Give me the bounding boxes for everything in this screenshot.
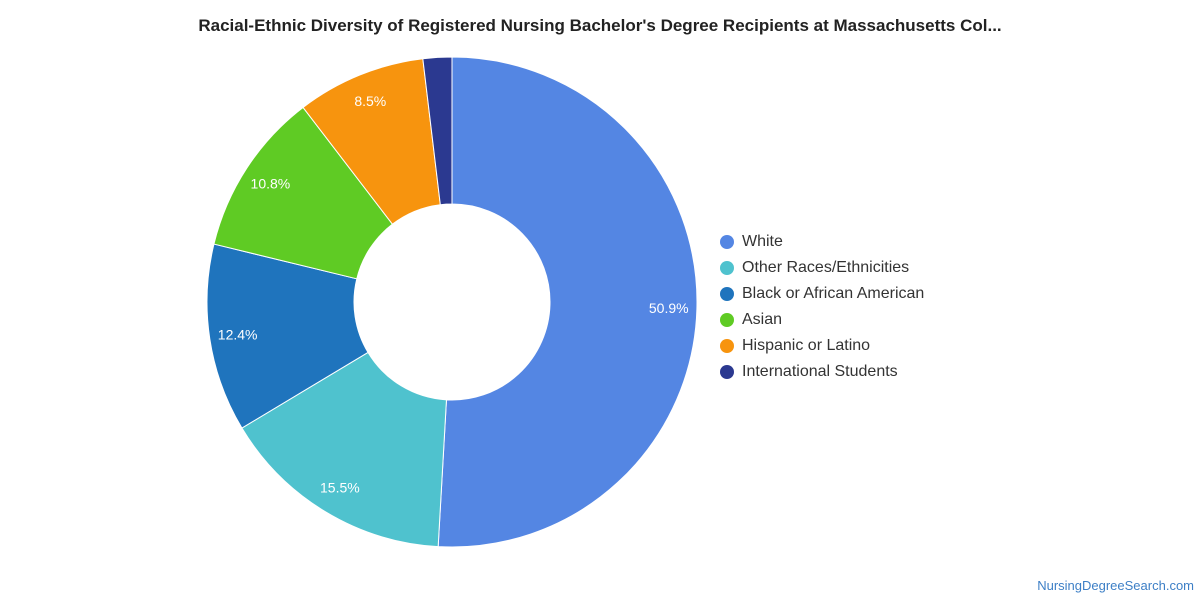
legend-swatch-icon <box>720 287 734 301</box>
slice-label-hispanic-or-latino: 8.5% <box>354 93 386 109</box>
legend-swatch-icon <box>720 365 734 379</box>
legend-swatch-icon <box>720 339 734 353</box>
slice-label-white: 50.9% <box>649 300 689 316</box>
legend: White Other Races/Ethnicities Black or Afr… <box>720 229 924 385</box>
legend-item-hispanic-or-latino[interactable]: Hispanic or Latino <box>720 333 924 359</box>
legend-label: Black or African American <box>742 285 925 302</box>
legend-item-white[interactable]: White <box>720 229 924 255</box>
legend-label: Other Races/Ethnicities <box>742 259 910 276</box>
slice-label-other-races-ethnicities: 15.5% <box>320 480 360 496</box>
legend-item-other-races-ethnicities[interactable]: Other Races/Ethnicities <box>720 255 924 281</box>
donut-slice-labels: 50.9% 15.5% 12.4% 10.8% 8.5% <box>218 93 689 495</box>
legend-label: Asian <box>742 311 783 328</box>
legend-swatch-icon <box>720 261 734 275</box>
legend-swatch-icon <box>720 235 734 249</box>
slice-other-races-ethnicities[interactable] <box>241 351 447 548</box>
chart-title: Racial-Ethnic Diversity of Registered Nu… <box>198 16 1002 35</box>
legend-label: White <box>742 233 783 250</box>
legend-item-black-or-african-american[interactable]: Black or African American <box>720 281 924 307</box>
slice-black-or-african-american[interactable] <box>206 243 369 429</box>
donut-slices <box>206 56 698 548</box>
legend-item-international-students[interactable]: International Students <box>720 359 924 385</box>
source-link[interactable]: NursingDegreeSearch.com <box>1037 578 1194 593</box>
slice-international-students[interactable] <box>422 56 453 206</box>
slice-label-black-or-african-american: 12.4% <box>218 327 258 343</box>
legend-item-asian[interactable]: Asian <box>720 307 924 333</box>
legend-swatch-icon <box>720 313 734 327</box>
slice-label-asian: 10.8% <box>251 176 291 192</box>
legend-label: International Students <box>742 363 898 380</box>
legend-label: Hispanic or Latino <box>742 337 871 354</box>
slice-white[interactable] <box>437 56 698 548</box>
